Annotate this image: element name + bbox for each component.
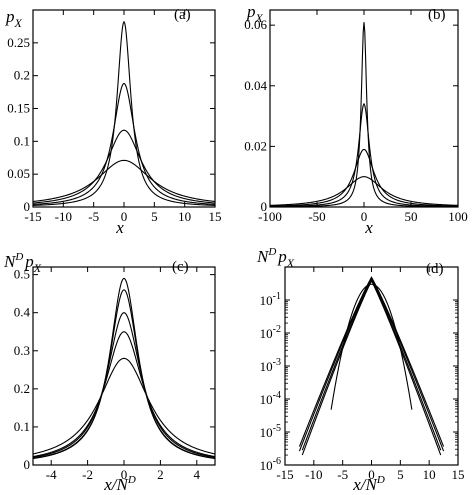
series-line-2 [32, 289, 216, 459]
y-tick-label: 10-1 [260, 291, 281, 308]
y-tick-label: 0.2 [14, 68, 30, 83]
y-tick-label: 10-3 [260, 357, 281, 374]
x-tick-label: -15 [24, 209, 41, 224]
x-tick-label: 2 [157, 467, 164, 482]
series-line-2 [269, 102, 459, 208]
panel-d: ND pX (d) x/ND -15 -10 -5 0 5 10 15 10-1 10-2 10-3… [256, 246, 465, 494]
y-tick-label: 10-2 [260, 324, 281, 341]
y-tick-label: 0.4 [14, 305, 31, 320]
y-tick-label: 0 [24, 457, 31, 472]
x-tick-label: 5 [397, 467, 404, 482]
x-tick-label: -5 [88, 209, 99, 224]
series-line-3 [32, 129, 216, 204]
panel-c: ND pX (c) x/ND -4 -2 0 2 400.10.20.30.40.5 [3, 251, 216, 494]
series-line-1 [32, 277, 216, 460]
x-tick-label: 0 [121, 209, 128, 224]
x-tick-label: 5 [151, 209, 158, 224]
x-tick-label: -10 [55, 209, 72, 224]
x-tick-label: -15 [276, 467, 293, 482]
x-tick-label: 100 [448, 209, 468, 224]
y-tick-label: 10-5 [260, 423, 281, 440]
panel-a: pX (a) x -15 -10 -5 0 5 10 15 0 0.05 0.1 0.15 0.2 0.… [5, 7, 222, 237]
x-tick-label: -100 [258, 209, 282, 224]
x-tick-label: -10 [305, 467, 322, 482]
x-tick-label: 15 [209, 209, 222, 224]
x-tick-label: 0 [121, 467, 128, 482]
y-tick-label: 0.1 [14, 419, 30, 434]
series-line-5 [330, 283, 413, 410]
y-tick-label: 0.1 [14, 133, 30, 148]
series-line-4 [32, 159, 216, 203]
panel-b-label: (b) [428, 7, 446, 23]
series-line-4 [269, 176, 459, 206]
panel-a-ylabel: pX [5, 7, 23, 30]
y-tick-label: 0.3 [14, 343, 30, 358]
y-tick-label: 10-6 [260, 456, 281, 473]
panel-d-ylabel: ND pX [256, 246, 295, 270]
series-line-5 [32, 357, 216, 455]
x-tick-label: -5 [337, 467, 348, 482]
x-tick-label: 50 [405, 209, 418, 224]
series-line-2 [298, 276, 445, 452]
x-tick-label: -4 [46, 467, 57, 482]
series-line-3 [269, 148, 459, 207]
series-line-2 [32, 82, 216, 205]
x-tick-label: -50 [308, 209, 325, 224]
series-line-1 [32, 20, 216, 206]
panel-a-label: (a) [174, 7, 191, 23]
series-line-4 [32, 331, 216, 458]
y-tick-label: 0.05 [7, 166, 30, 181]
x-tick-label: 10 [178, 209, 191, 224]
plot-frame [284, 266, 459, 466]
series-line-3 [301, 278, 442, 451]
series-line-4 [301, 279, 442, 456]
y-tick-label: 0 [24, 199, 31, 214]
series-line-3 [32, 312, 216, 458]
panel-d-xlabel: x/ND [352, 474, 385, 494]
plot-frame [32, 266, 216, 466]
series-line-1 [270, 22, 458, 208]
panel-c-xlabel: x/ND [103, 474, 136, 494]
x-tick-label: 10 [423, 467, 436, 482]
x-tick-label: 4 [194, 467, 201, 482]
plot-frame [32, 9, 216, 208]
x-tick-label: 15 [452, 467, 465, 482]
y-tick-label: 0.15 [7, 101, 30, 116]
panel-a-xlabel: x [115, 218, 124, 237]
y-tick-label: 10-4 [260, 390, 281, 407]
series-line-1 [298, 276, 445, 447]
y-tick-label: 0.2 [14, 381, 30, 396]
y-tick-label: 0.02 [244, 138, 267, 153]
y-tick-label: 0.04 [244, 78, 267, 93]
y-tick-label: 0.25 [7, 35, 30, 50]
y-tick-label: 0 [261, 199, 268, 214]
x-tick-label: 0 [361, 209, 368, 224]
panel-b-xlabel: x [364, 218, 373, 237]
panel-d-label: (d) [426, 261, 444, 277]
plot-frame [269, 9, 459, 208]
y-tick-label: 0.5 [14, 267, 30, 282]
y-tick-label: 0.06 [244, 17, 267, 32]
x-tick-label: 0 [368, 467, 375, 482]
x-tick-label: -2 [82, 467, 93, 482]
